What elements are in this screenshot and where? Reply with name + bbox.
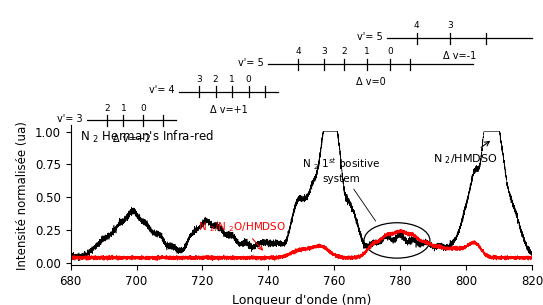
Text: Δ v=+2: Δ v=+2 [112, 134, 150, 144]
Text: 3: 3 [321, 47, 327, 56]
Text: 0: 0 [140, 103, 146, 113]
Text: Δ v=+1: Δ v=+1 [210, 105, 248, 115]
Text: v'= 3: v'= 3 [57, 114, 83, 124]
Text: 4: 4 [414, 21, 420, 30]
Y-axis label: Intensité normalisée (ua): Intensité normalisée (ua) [16, 121, 29, 270]
Text: 3: 3 [447, 21, 453, 30]
X-axis label: Longueur d'onde (nm): Longueur d'onde (nm) [232, 294, 371, 305]
Text: Δ v=-1: Δ v=-1 [443, 51, 476, 61]
Text: N $_{2}$ 1$^{st}$ positive
system: N $_{2}$ 1$^{st}$ positive system [302, 157, 380, 221]
Text: 1: 1 [364, 47, 370, 56]
Text: 0: 0 [388, 47, 393, 56]
Text: Δ v=0: Δ v=0 [356, 77, 386, 87]
Text: 1: 1 [121, 103, 126, 113]
Text: 2: 2 [342, 47, 347, 56]
Text: 2: 2 [213, 74, 218, 84]
Text: v'= 5: v'= 5 [238, 58, 264, 68]
Text: v'= 4: v'= 4 [149, 85, 175, 95]
Text: v'= 5: v'= 5 [357, 32, 383, 42]
Text: N $_{2}$/HMDSO: N $_{2}$/HMDSO [433, 142, 498, 166]
Text: 4: 4 [295, 47, 301, 56]
Text: 0: 0 [246, 74, 251, 84]
Text: 1: 1 [229, 74, 235, 84]
Text: 2: 2 [104, 103, 110, 113]
Text: N $_{2}$/N $_{2}$O/HMDSO: N $_{2}$/N $_{2}$O/HMDSO [198, 220, 286, 250]
Text: N $_{2}$ Herman's Infra-red: N $_{2}$ Herman's Infra-red [80, 129, 213, 145]
Text: 3: 3 [196, 74, 202, 84]
